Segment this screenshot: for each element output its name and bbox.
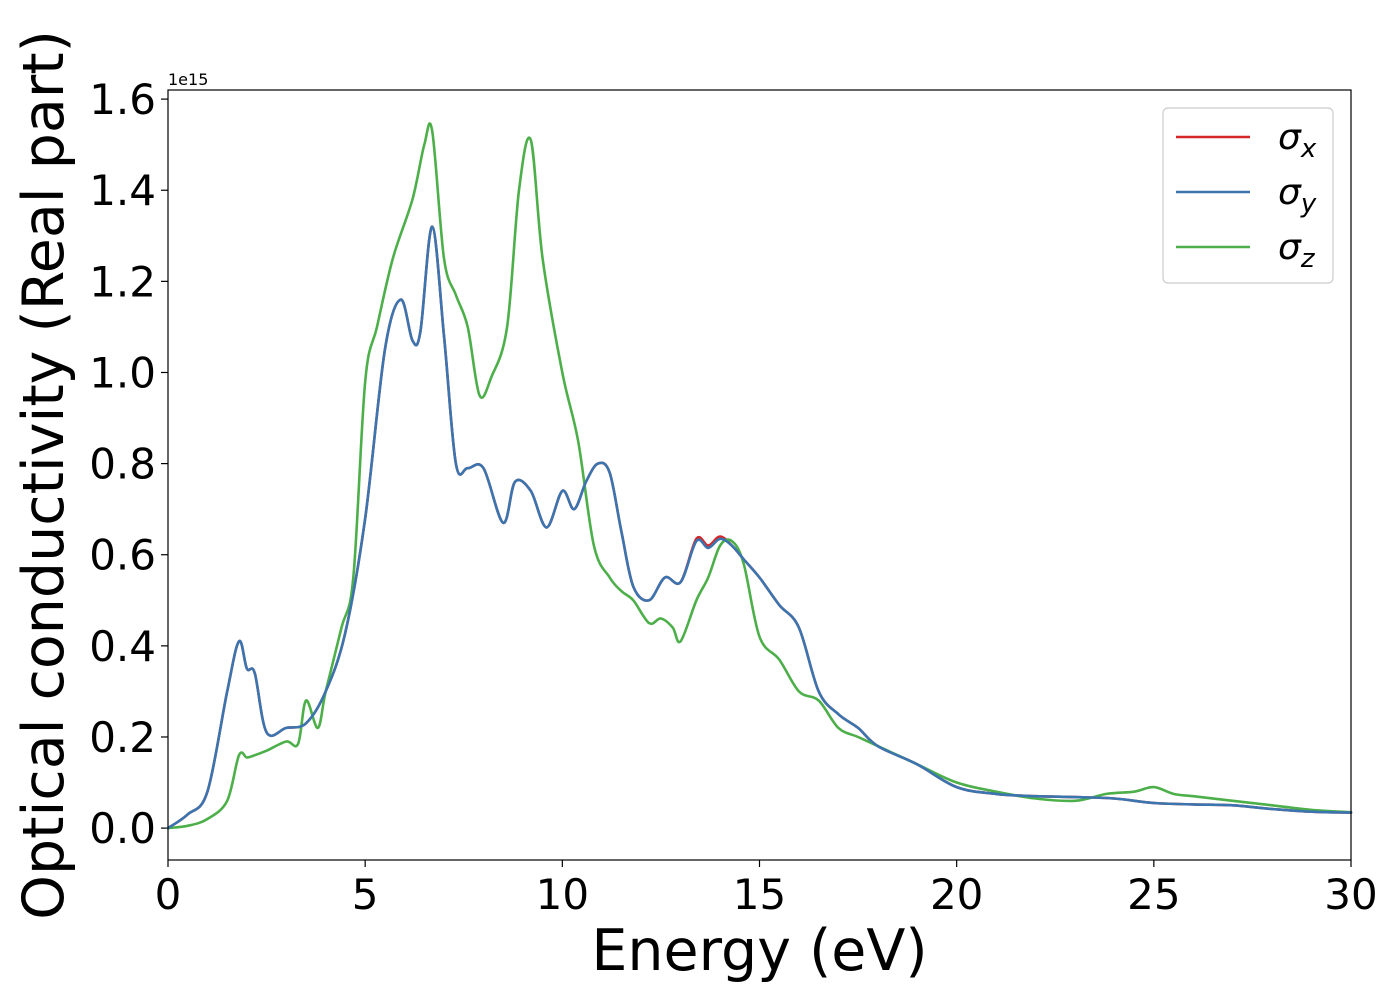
legend-entry-z: σz: [1278, 227, 1316, 274]
x-axis-ticks: 0 5 10 15 20 25 30: [155, 860, 1378, 919]
y-axis-ticks: 0.0 0.2 0.4 0.6 0.8 1.0 1.2 1.4 1.6: [89, 75, 168, 853]
series-line-y: [166, 225, 1353, 830]
y-tick-label: 0.4: [89, 622, 156, 671]
y-tick-label: 1.2: [89, 257, 156, 306]
x-tick-label: 25: [1127, 870, 1180, 919]
series-lines: [166, 122, 1353, 830]
y-offset-label: 1e15: [168, 70, 208, 89]
legend-frame: [1162, 107, 1334, 284]
y-tick-label: 1.0: [89, 348, 156, 397]
y-tick-label: 1.4: [89, 166, 156, 215]
y-tick-label: 0.0: [89, 804, 156, 853]
x-tick-label: 15: [733, 870, 786, 919]
x-axis-title: Energy (eV): [591, 918, 927, 984]
x-tick-label: 5: [352, 870, 379, 919]
legend-entry-x: σx: [1278, 117, 1317, 164]
y-tick-label: 1.6: [89, 75, 156, 124]
x-tick-label: 20: [930, 870, 983, 919]
plot-frame: [167, 89, 1352, 861]
legend-entry-y: σy: [1278, 172, 1317, 219]
y-axis-title: Optical conductivity (Real part): [11, 30, 77, 920]
y-tick-label: 0.2: [89, 713, 156, 762]
x-tick-label: 0: [155, 870, 182, 919]
series-line-z: [166, 122, 1353, 830]
y-tick-label: 0.8: [89, 440, 156, 489]
y-tick-label: 0.6: [89, 531, 156, 580]
plot-area: [168, 90, 1351, 860]
x-tick-label: 10: [536, 870, 589, 919]
legend: σx σy σz: [1162, 107, 1334, 284]
x-tick-label: 30: [1324, 870, 1377, 919]
